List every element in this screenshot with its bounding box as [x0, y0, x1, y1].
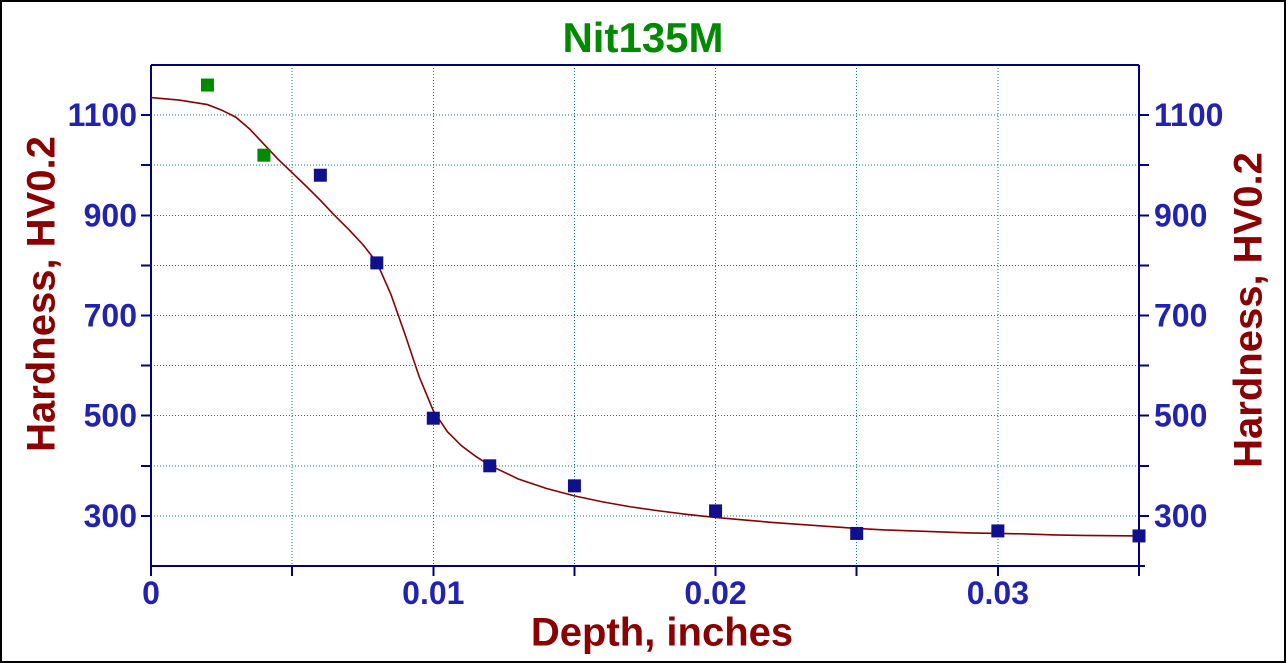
y-tick-label-left: 1100	[68, 97, 137, 133]
profile-points-blue-marker	[991, 524, 1005, 538]
y-tick-label-right: 300	[1154, 498, 1207, 534]
profile-points-blue-marker	[370, 256, 384, 270]
profile-points-blue-marker	[709, 504, 723, 518]
x-tick-label: 0	[142, 575, 160, 611]
y-tick-label-left: 500	[84, 398, 137, 434]
y-tick-label-right: 900	[1154, 197, 1207, 233]
y-tick-label-right: 700	[1154, 298, 1207, 334]
x-axis-title: Depth, inches	[530, 610, 794, 655]
profile-points-blue-marker	[1132, 529, 1146, 543]
profile-points-blue-marker	[483, 459, 497, 473]
surface-points-green-marker	[200, 78, 214, 92]
y-tick-label-left: 300	[84, 498, 137, 534]
y-tick-label-left: 700	[84, 298, 137, 334]
y-tick-label-right: 1100	[1154, 97, 1223, 133]
x-tick-label: 0.01	[402, 575, 464, 611]
profile-points-blue-marker	[567, 479, 581, 493]
profile-points-blue-marker	[313, 168, 327, 182]
x-tick-label: 0.03	[967, 575, 1029, 611]
fit-curve	[150, 96, 1140, 537]
profile-points-blue-marker	[426, 411, 440, 425]
y-tick-label-right: 500	[1154, 398, 1207, 434]
surface-points-green-marker	[257, 148, 271, 162]
x-tick-label: 0.02	[684, 575, 746, 611]
y-tick-label-left: 900	[84, 197, 137, 233]
chart-title: Nit135M	[562, 14, 724, 61]
profile-points-blue-marker	[850, 526, 864, 540]
